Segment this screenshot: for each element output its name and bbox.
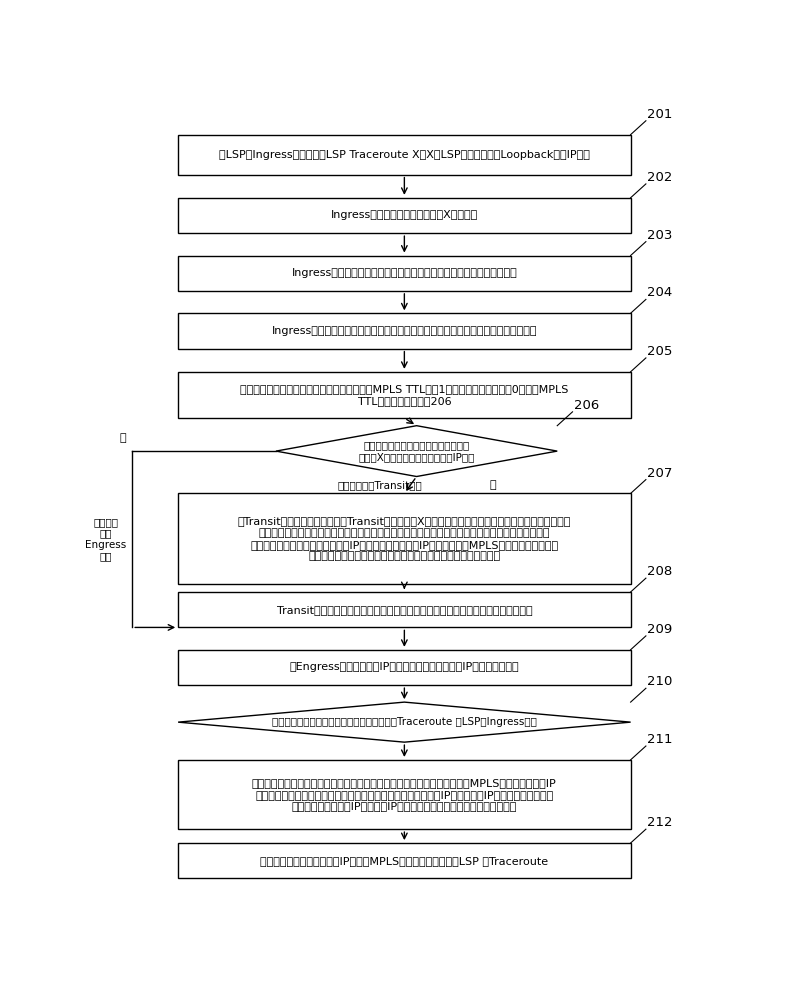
Text: 201: 201: [647, 108, 672, 121]
Text: 211: 211: [647, 733, 672, 746]
Text: 208: 208: [647, 565, 672, 578]
Polygon shape: [178, 702, 630, 742]
Text: 在LSP的Ingress节点上配置LSP Traceroute X，X为LSP的尾部节点的Loopback接口IP地址: 在LSP的Ingress节点上配置LSP Traceroute X，X为LSP的…: [219, 150, 590, 160]
FancyBboxPatch shape: [178, 198, 630, 233]
Text: 205: 205: [647, 345, 672, 358]
Text: 207: 207: [647, 467, 672, 480]
Text: Ingress节点为确定出的各个不同下一跳分配不同序列号及本地环回地址: Ingress节点为确定出的各个不同下一跳分配不同序列号及本地环回地址: [291, 268, 518, 278]
Text: 本Transit节点基于路由查找从本Transit节点至所述X的各个下一跳，为该各个下一跳分配不同序列号及
本地环回地址，并针对每一下一跳建立对应的映射表项，下: 本Transit节点基于路由查找从本Transit节点至所述X的各个下一跳，为该…: [237, 516, 571, 561]
FancyBboxPatch shape: [178, 135, 630, 175]
Text: 本Engress节点回复目的IP地址为所述请求报文的源IP地址的响应报文: 本Engress节点回复目的IP地址为所述请求报文的源IP地址的响应报文: [290, 662, 519, 672]
FancyBboxPatch shape: [178, 843, 630, 878]
Text: 接收到响应报文的节点识别本节点是否为执行Traceroute 的LSP的Ingress节点: 接收到响应报文的节点识别本节点是否为执行Traceroute 的LSP的Ingr…: [272, 717, 537, 727]
Text: 确定本节点为Transit节点: 确定本节点为Transit节点: [338, 480, 422, 490]
FancyBboxPatch shape: [178, 493, 630, 584]
FancyBboxPatch shape: [178, 650, 630, 685]
Text: 209: 209: [647, 623, 672, 636]
Text: 202: 202: [647, 171, 672, 184]
FancyBboxPatch shape: [178, 592, 630, 627]
Text: 是: 是: [119, 433, 126, 443]
Text: 210: 210: [647, 675, 672, 688]
Text: 203: 203: [647, 229, 672, 242]
Text: Ingress节点确定从本节点至所述X的下一跳: Ingress节点确定从本节点至所述X的下一跳: [331, 210, 478, 220]
FancyBboxPatch shape: [178, 313, 630, 349]
FancyBboxPatch shape: [178, 760, 630, 829]
Text: 212: 212: [647, 816, 672, 829]
Text: 接收到所述请求报文的节点将该请求报文中的MPLS TTL减去1，发现该计算的结果为0，表示MPLS
TTL超时，则执行步骤206: 接收到所述请求报文的节点将该请求报文中的MPLS TTL减去1，发现该计算的结果…: [240, 384, 569, 406]
Text: 206: 206: [574, 399, 599, 412]
Text: 否: 否: [490, 480, 496, 490]
FancyBboxPatch shape: [178, 372, 630, 418]
Text: Ingress节点针对每一个下一跳构造对应的请求报文并发送给该下一跳对应的下游节点: Ingress节点针对每一个下一跳构造对应的请求报文并发送给该下一跳对应的下游节…: [271, 326, 537, 336]
Text: Transit节点针对每一下一跳构造对应的请求报文并发送给该下一跳对应的下游节点: Transit节点针对每一下一跳构造对应的请求报文并发送给该下一跳对应的下游节点: [277, 605, 532, 615]
Polygon shape: [276, 426, 557, 477]
FancyBboxPatch shape: [178, 256, 630, 291]
Text: 获取该响应报文携带的接口IP地址和MPLS标签路径信息，完成LSP 的Traceroute: 获取该响应报文携带的接口IP地址和MPLS标签路径信息，完成LSP 的Trace…: [260, 856, 548, 866]
Text: 查找到下游序列号为响应报文携带的序列号的映射表项，将该映射表项中的MPLS标签信息和接口IP
地址携带至该响应报文中，并依次修改该响应报文的序列号、源IP地址、: 查找到下游序列号为响应报文携带的序列号的映射表项，将该映射表项中的MPLS标签信…: [252, 778, 557, 811]
Text: 接收到请求报文的节点识别该请求报文
携带的X是否为本节点的环回接口IP地址: 接收到请求报文的节点识别该请求报文 携带的X是否为本节点的环回接口IP地址: [358, 440, 475, 462]
Text: 确定本节
点为
Engress
节点: 确定本节 点为 Engress 节点: [85, 517, 126, 562]
Text: 204: 204: [647, 286, 672, 299]
